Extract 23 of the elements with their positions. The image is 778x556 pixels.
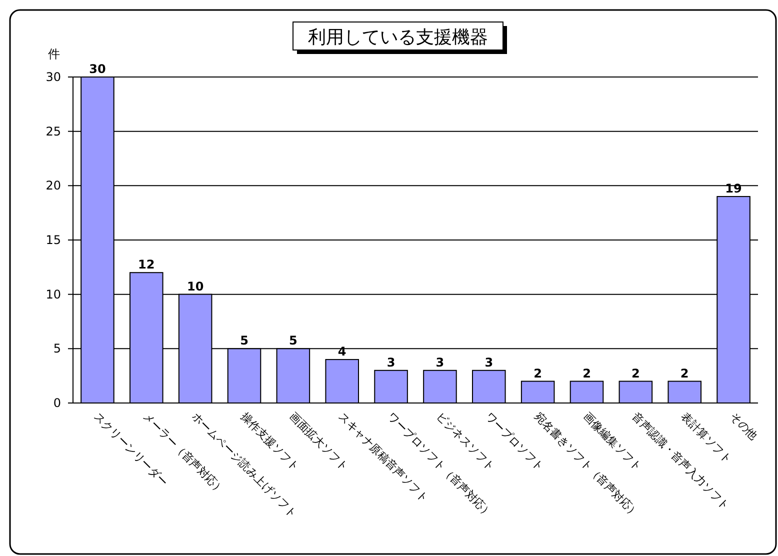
data-label: 19 bbox=[725, 182, 742, 196]
data-label: 2 bbox=[680, 366, 689, 380]
data-label: 2 bbox=[582, 366, 591, 380]
data-label: 30 bbox=[89, 62, 106, 76]
data-label: 5 bbox=[289, 334, 298, 348]
y-axis-title: 件 bbox=[48, 47, 60, 61]
data-label: 3 bbox=[484, 355, 494, 370]
data-label: 3 bbox=[436, 355, 444, 370]
data-label: 2 bbox=[632, 366, 640, 380]
data-label: 3 bbox=[386, 355, 396, 370]
y-tick-label: 0 bbox=[53, 396, 61, 410]
chart-title: 利用している支援機器 bbox=[308, 27, 488, 48]
data-label: 10 bbox=[186, 279, 204, 294]
y-tick-label: 5 bbox=[53, 342, 61, 356]
x-tick-label: その他 bbox=[727, 410, 760, 442]
y-tick-label: 25 bbox=[46, 124, 61, 138]
y-tick-label: 10 bbox=[46, 287, 61, 302]
y-tick-label: 15 bbox=[46, 233, 61, 247]
data-label: 5 bbox=[240, 334, 248, 348]
y-tick-label: 30 bbox=[46, 70, 61, 84]
data-label: 2 bbox=[534, 366, 542, 380]
y-tick-label: 20 bbox=[46, 178, 61, 193]
data-label: 12 bbox=[138, 258, 155, 272]
